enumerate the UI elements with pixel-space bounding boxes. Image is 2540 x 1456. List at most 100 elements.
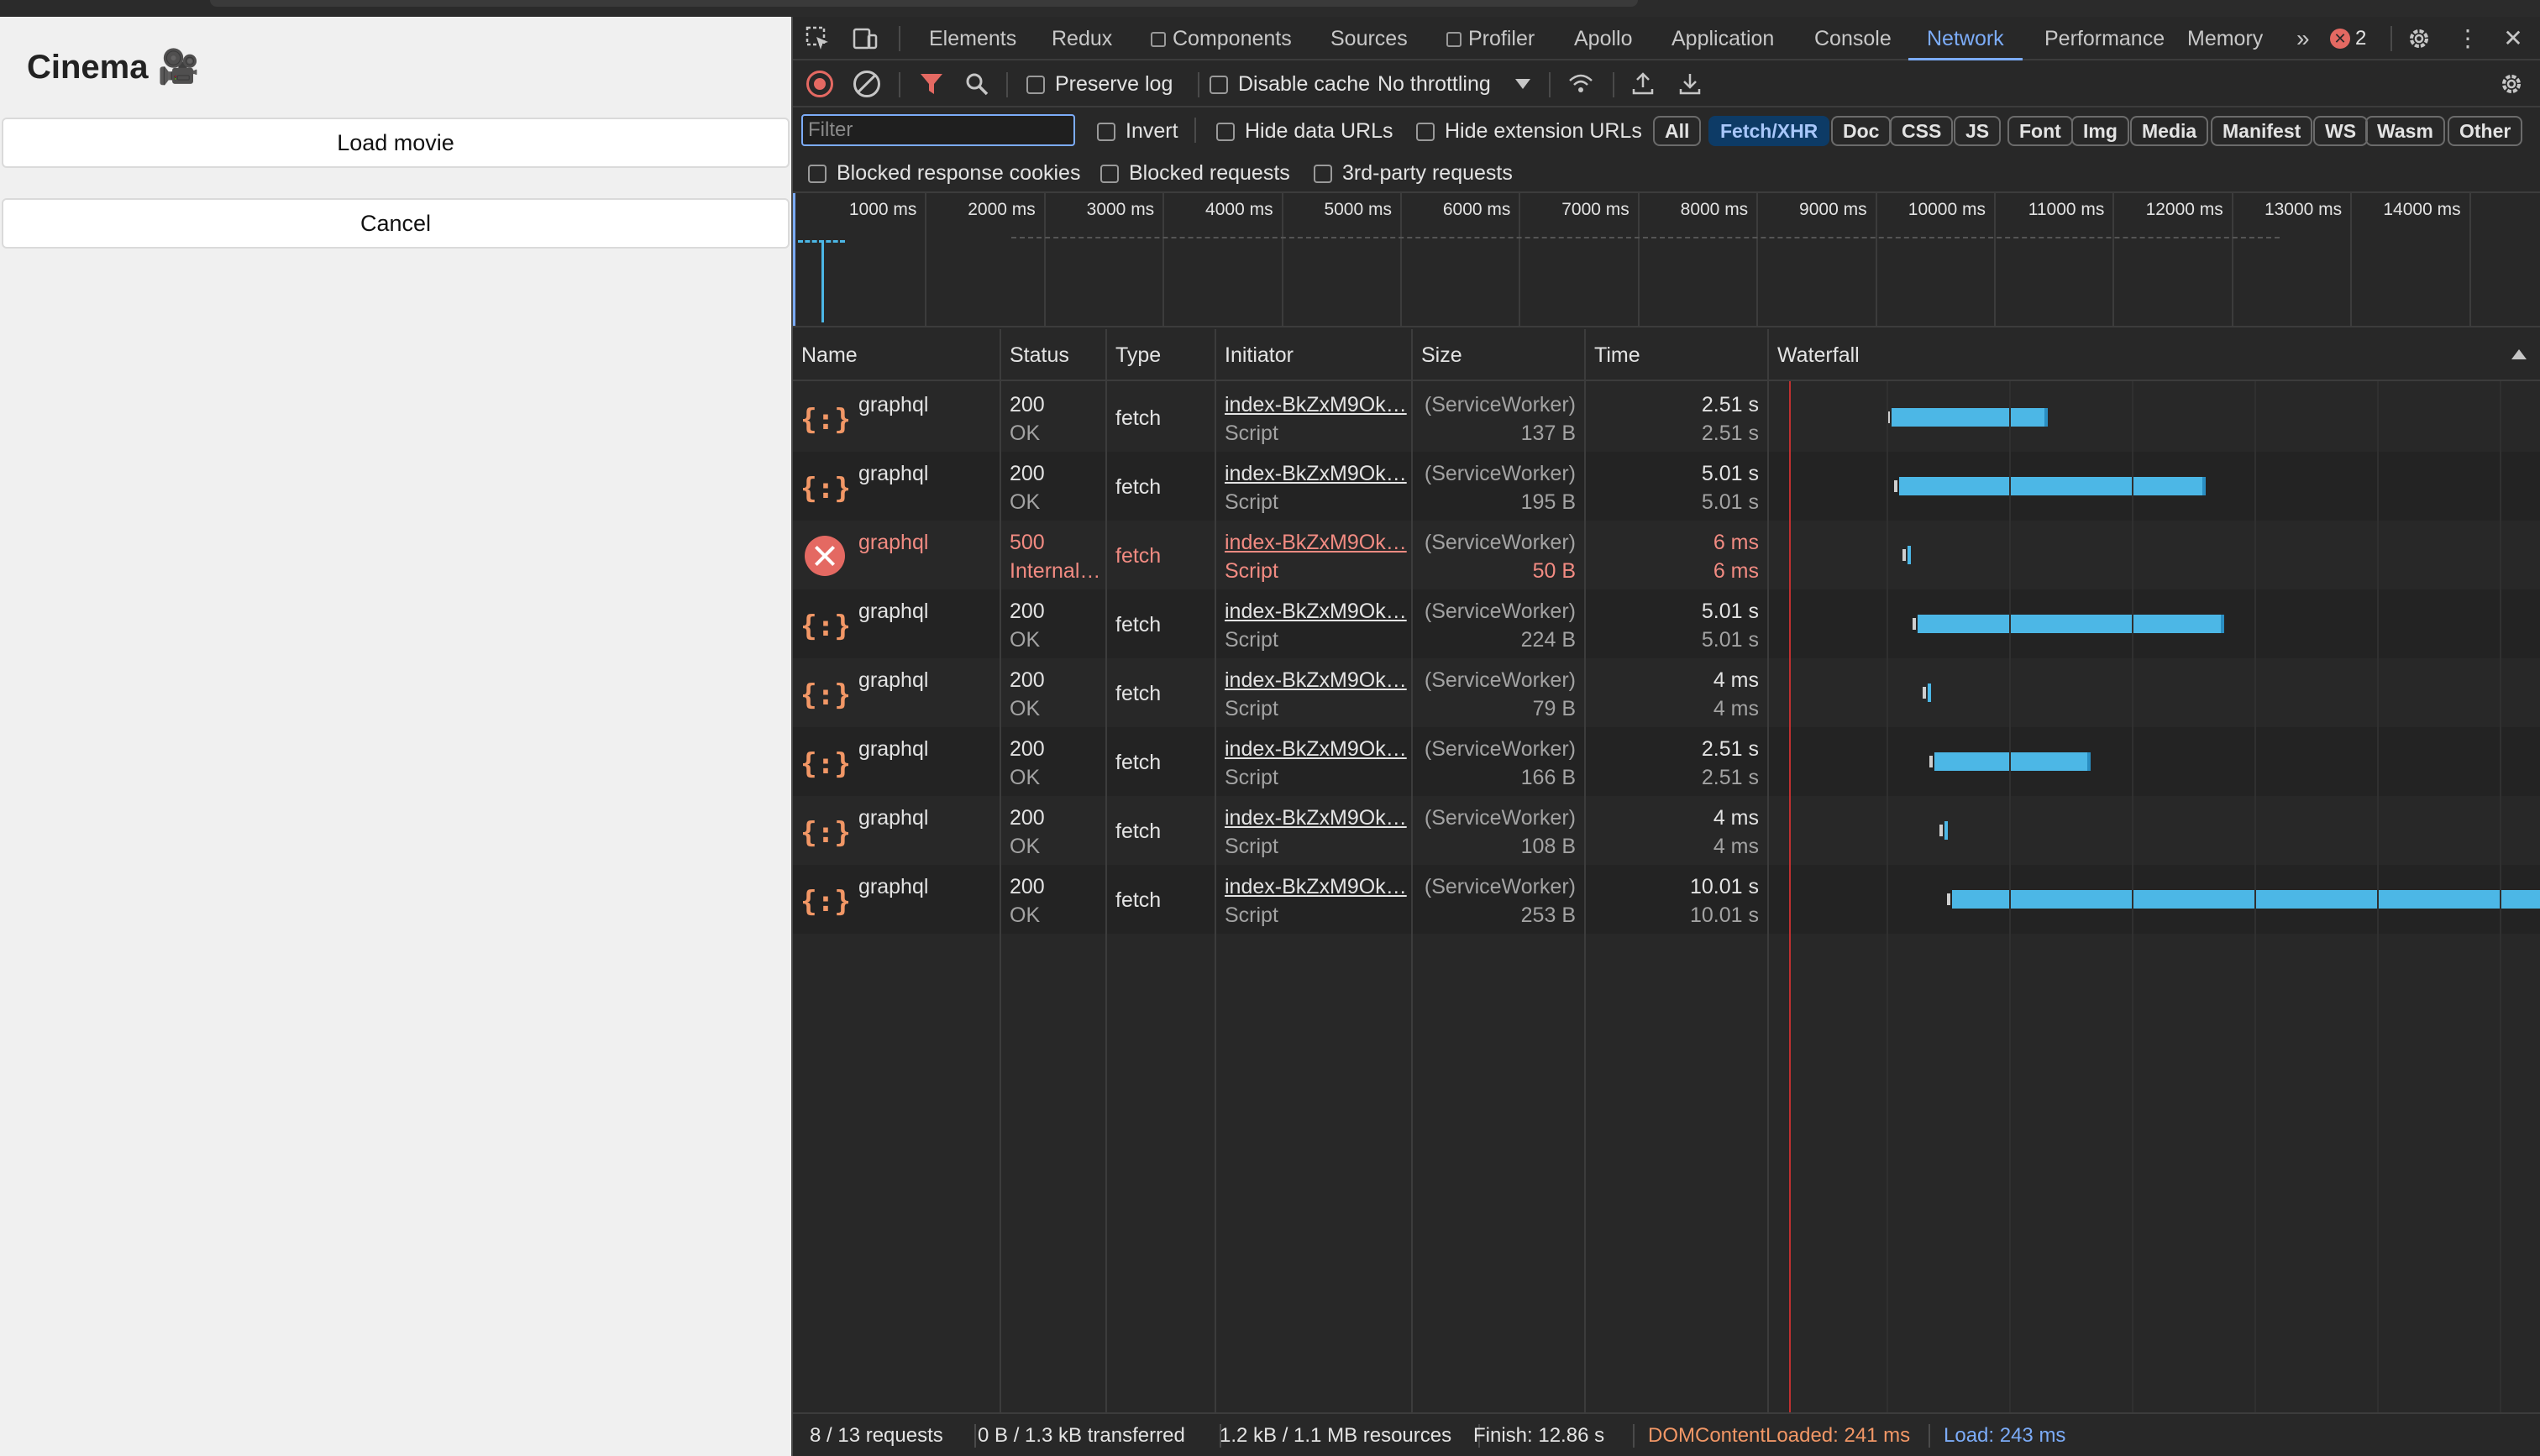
column-header-status[interactable]: Status [1010,343,1069,367]
column-divider[interactable] [1767,329,1769,1412]
request-initiator-link[interactable]: index-BkZxM9Ok… [1225,806,1407,830]
waterfall-bar[interactable] [1934,752,2091,771]
tab-memory[interactable]: Memory [2187,27,2264,50]
network-settings-gear-icon[interactable] [2498,71,2525,97]
waterfall-bar[interactable] [1927,683,1931,702]
table-row[interactable]: {:} graphql 200 OK fetch index-BkZxM9Ok… Scrip… [793,452,2540,521]
waterfall-bar[interactable] [1917,615,2224,633]
table-row[interactable]: {:} graphql 200 OK fetch index-BkZxM9Ok… Scrip… [793,589,2540,658]
more-tabs-chevron-icon[interactable]: » [2296,25,2310,51]
blocked-requests-checkbox[interactable]: Blocked requests [1100,161,1290,186]
column-header-size[interactable]: Size [1421,343,1462,367]
tab-apollo[interactable]: Apollo [1574,27,1633,50]
filter-type-other[interactable]: Other [2448,116,2523,146]
blocked-response-cookies-checkbox[interactable]: Blocked response cookies [808,161,1080,186]
clear-log-icon[interactable] [853,71,880,97]
table-row[interactable]: {:} graphql 200 OK fetch index-BkZxM9Ok… Scrip… [793,796,2540,865]
device-toolbar-icon[interactable] [852,25,879,52]
network-conditions-wifi-icon[interactable] [1567,71,1594,97]
request-initiator-link[interactable]: index-BkZxM9Ok… [1225,531,1407,554]
request-name[interactable]: graphql [858,600,929,623]
chevron-down-icon[interactable] [1515,79,1530,89]
request-initiator-link[interactable]: index-BkZxM9Ok… [1225,393,1407,416]
tab-sources[interactable]: Sources [1330,27,1408,50]
table-row[interactable]: {:} graphql 200 OK fetch index-BkZxM9Ok… Scrip… [793,658,2540,727]
error-count-badge[interactable]: ✕ 2 [2330,27,2366,50]
waterfall-bar[interactable] [1892,408,2048,427]
tab-network[interactable]: Network [1908,17,2023,60]
tab-components[interactable]: Components [1151,17,1292,60]
hide-extension-urls-checkbox[interactable]: Hide extension URLs [1416,119,1642,144]
filter-type-font[interactable]: Font [2007,116,2073,146]
inspect-element-icon[interactable] [805,25,832,52]
filter-type-img[interactable]: Img [2071,116,2129,146]
settings-gear-icon[interactable] [2406,25,2432,52]
tab-performance[interactable]: Performance [2044,27,2165,50]
request-initiator-link[interactable]: index-BkZxM9Ok… [1225,737,1407,761]
network-overview-timeline[interactable]: 1000 ms 2000 ms 3000 ms 4000 ms 5000 ms 6000 … [793,193,2540,327]
table-row[interactable]: graphql 500 Internal… fetch index-BkZxM9Ok… S… [793,521,2540,589]
column-header-time[interactable]: Time [1594,343,1640,367]
filter-funnel-icon[interactable] [919,71,944,97]
filter-type-fetch-xhr[interactable]: Fetch/XHR [1708,116,1830,146]
filter-type-manifest[interactable]: Manifest [2211,116,2313,146]
sort-ascending-icon[interactable] [2511,349,2527,359]
requests-table: Name Status Type Initiator Size Time Wat… [793,329,2540,1412]
request-initiator-link[interactable]: index-BkZxM9Ok… [1225,875,1407,898]
filter-type-css[interactable]: CSS [1890,116,1954,146]
request-name[interactable]: graphql [858,737,929,761]
filter-type-all[interactable]: All [1653,116,1702,146]
filter-type-js[interactable]: JS [1954,116,2002,146]
more-options-icon[interactable]: ⋮ [2456,25,2480,51]
column-header-waterfall[interactable]: Waterfall [1777,343,1860,367]
stop-recording-icon[interactable] [806,71,833,97]
column-divider[interactable] [1215,329,1216,1412]
disable-cache-checkbox[interactable]: Disable cache [1210,72,1370,97]
column-divider[interactable] [1584,329,1586,1412]
request-initiator-link[interactable]: index-BkZxM9Ok… [1225,600,1407,623]
request-name[interactable]: graphql [858,668,929,692]
filter-type-ws[interactable]: WS [2313,116,2369,146]
request-initiator-link[interactable]: index-BkZxM9Ok… [1225,462,1407,485]
tab-console[interactable]: Console [1814,27,1892,50]
waterfall-bar[interactable] [1898,477,2206,495]
overview-range-handle[interactable] [793,193,798,326]
load-movie-button[interactable]: Load movie [2,118,790,168]
cancel-button[interactable]: Cancel [2,198,790,249]
filter-type-wasm[interactable]: Wasm [2365,116,2445,146]
export-har-download-icon[interactable] [1677,71,1703,97]
third-party-requests-checkbox[interactable]: 3rd-party requests [1314,161,1513,186]
filter-type-media[interactable]: Media [2130,116,2209,146]
request-initiator-link[interactable]: index-BkZxM9Ok… [1225,668,1407,692]
tab-application[interactable]: Application [1671,27,1775,50]
table-row[interactable]: {:} graphql 200 OK fetch index-BkZxM9Ok… Scrip… [793,727,2540,796]
table-row[interactable]: {:} graphql 200 OK fetch index-BkZxM9Ok… Scrip… [793,865,2540,934]
request-name[interactable]: graphql [858,462,929,485]
filter-input[interactable] [801,114,1075,146]
column-header-name[interactable]: Name [801,343,858,367]
search-icon[interactable] [964,71,989,97]
request-name[interactable]: graphql [858,393,929,416]
tab-redux[interactable]: Redux [1052,27,1113,50]
column-header-initiator[interactable]: Initiator [1225,343,1294,367]
waterfall-bar[interactable] [1908,546,1912,564]
filter-type-doc[interactable]: Doc [1831,116,1892,146]
waterfall-bar[interactable] [1944,821,1948,840]
tab-profiler[interactable]: Profiler [1446,17,1535,60]
column-header-type[interactable]: Type [1115,343,1162,367]
preserve-log-checkbox[interactable]: Preserve log [1026,72,1173,97]
tab-elements[interactable]: Elements [929,27,1017,50]
import-har-upload-icon[interactable] [1629,71,1656,97]
request-name[interactable]: graphql [858,531,929,554]
column-divider[interactable] [1000,329,1001,1412]
request-name[interactable]: graphql [858,806,929,830]
hide-data-urls-checkbox[interactable]: Hide data URLs [1216,119,1393,144]
invert-checkbox[interactable]: Invert [1097,119,1178,144]
throttling-select[interactable]: No throttling [1378,72,1491,96]
column-divider[interactable] [1411,329,1413,1412]
column-divider[interactable] [1105,329,1107,1412]
close-devtools-icon[interactable]: ✕ [2503,25,2523,51]
request-name[interactable]: graphql [858,875,929,898]
table-row[interactable]: {:} graphql 200 OK fetch index-BkZxM9Ok… Scrip… [793,383,2540,452]
waterfall-bar[interactable] [1951,890,2540,909]
